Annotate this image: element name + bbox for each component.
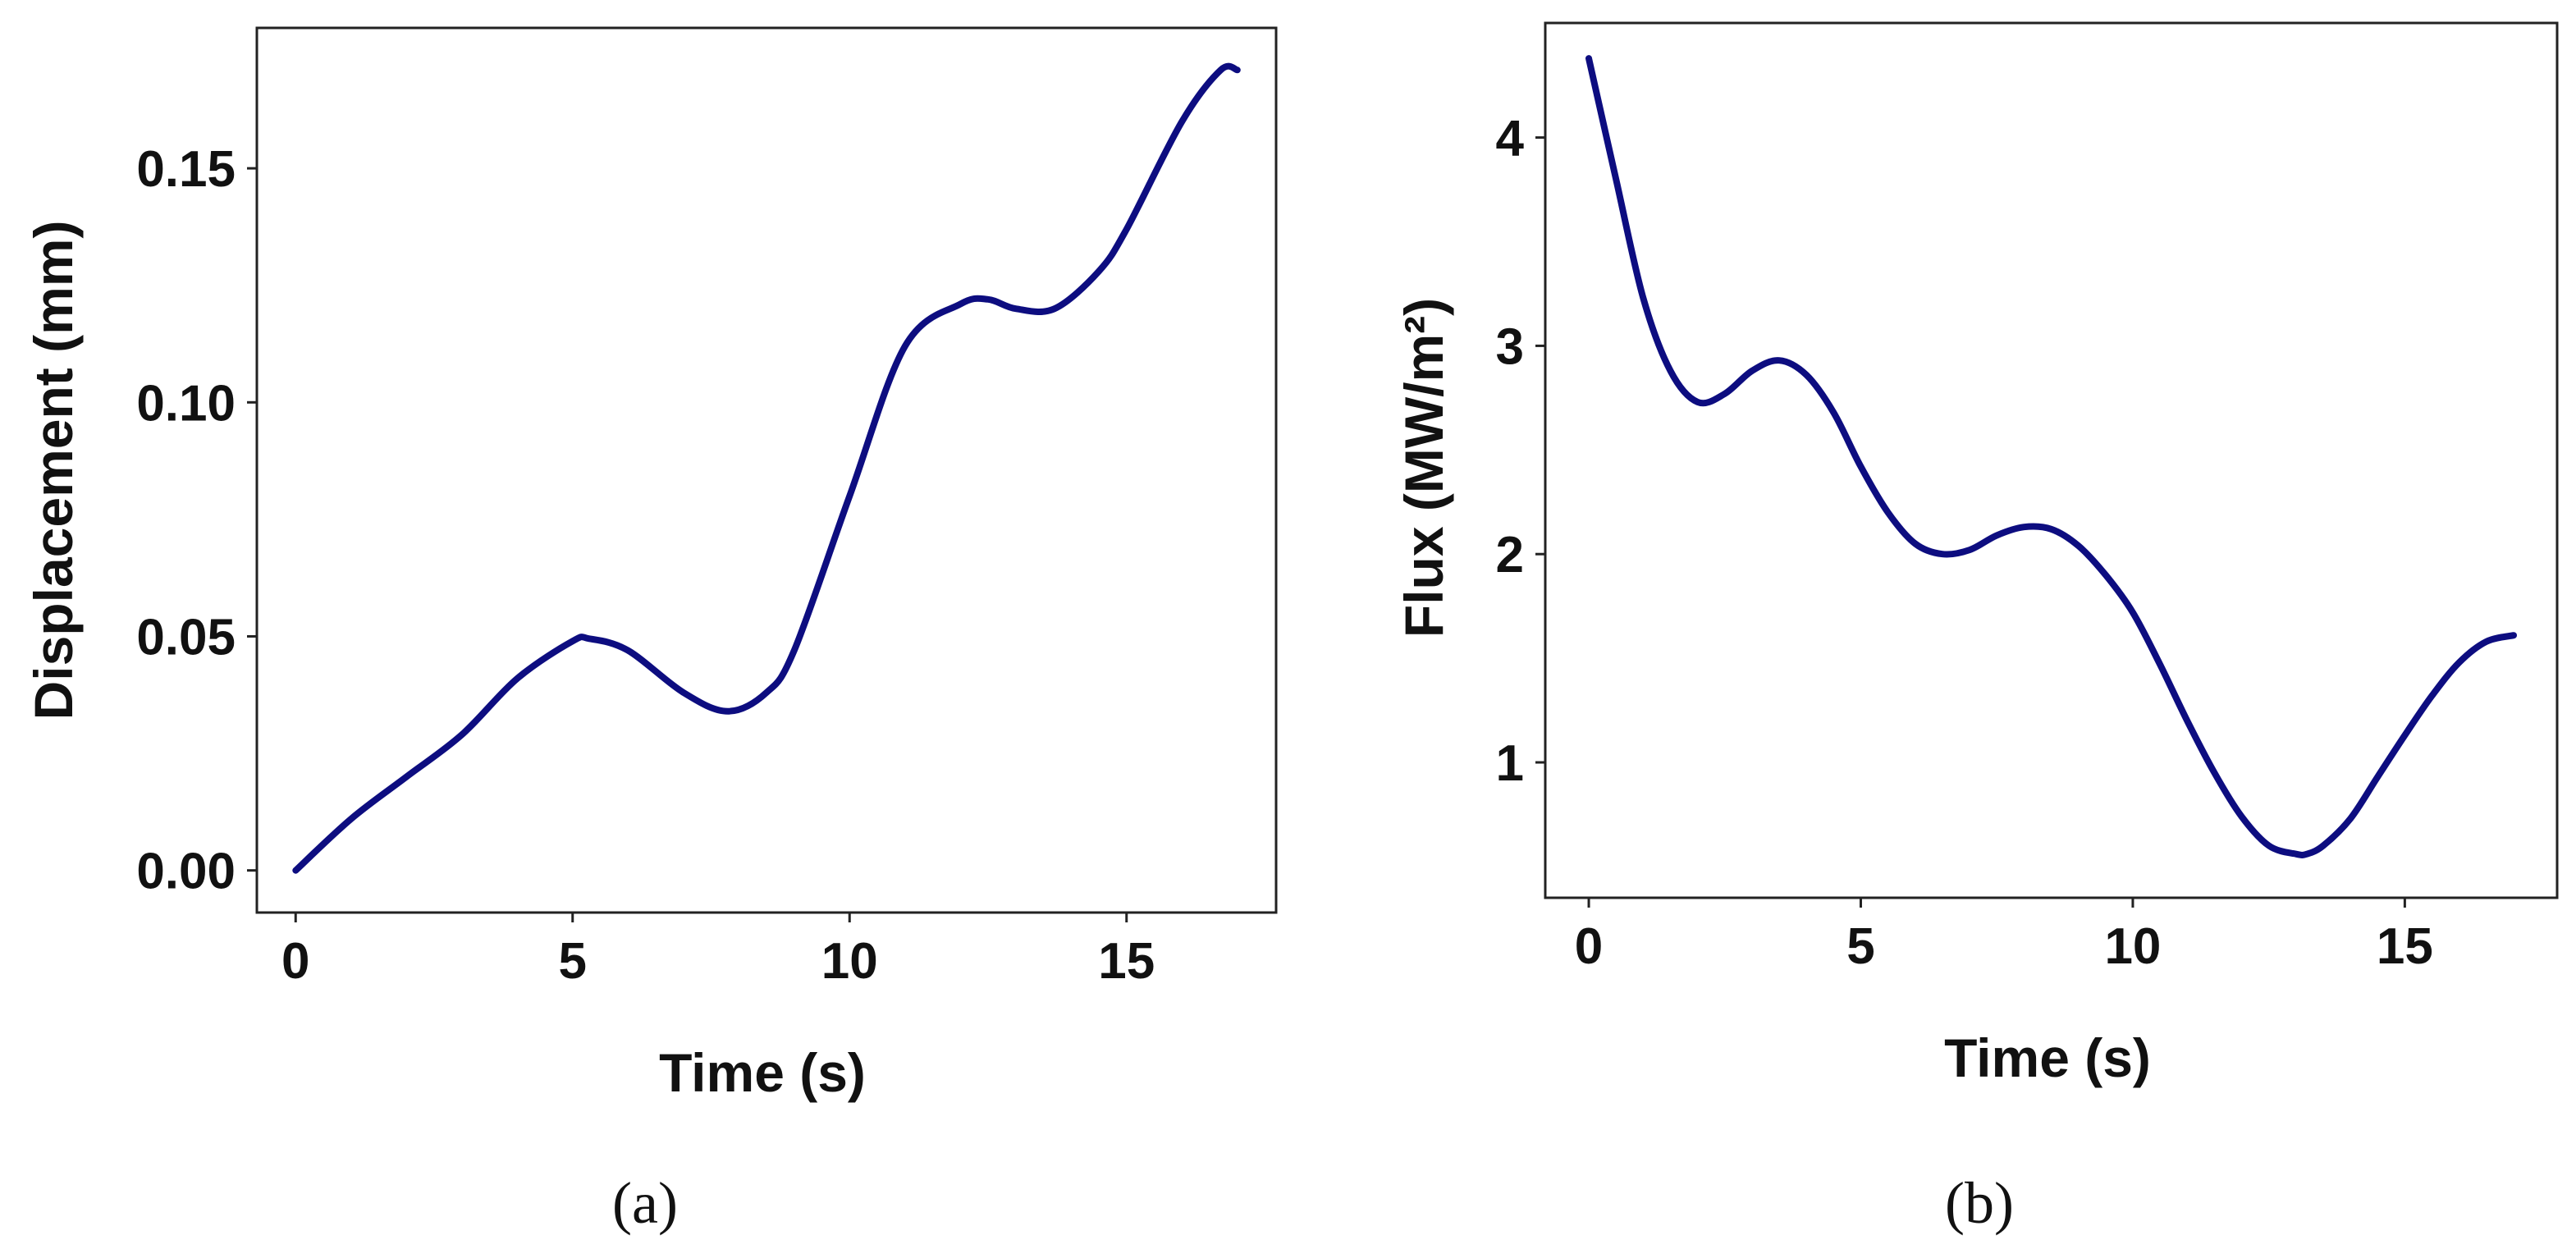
y-tick-label: 2 xyxy=(1496,527,1524,583)
y-tick-label: 4 xyxy=(1496,111,1525,167)
y-axis-label-a: Displacement (mm) xyxy=(23,221,84,721)
y-tick-label: 0.05 xyxy=(136,609,236,666)
chart-panel-b: 0 5 10 15 1 2 3 4 Time (s) Flux (MW/m²) (b) xyxy=(1393,21,2559,1236)
panel-label-a: (a) xyxy=(612,1170,678,1236)
plot-frame-a xyxy=(255,26,1278,914)
x-tick-label: 15 xyxy=(1098,933,1155,990)
x-tick-label: 10 xyxy=(821,933,878,990)
y-ticks-b: 1 2 3 4 xyxy=(1496,111,1545,792)
y-tick-label: 0.10 xyxy=(136,375,236,432)
y-axis-label-b: Flux (MW/m²) xyxy=(1393,298,1454,638)
x-ticks-b: 0 5 10 15 xyxy=(1575,898,2433,975)
x-tick-label: 5 xyxy=(1846,918,1874,975)
x-tick-label: 15 xyxy=(2377,918,2433,975)
panel-label-b: (b) xyxy=(1945,1170,2014,1236)
chart-panel-a: 0 5 10 15 0.00 0.05 0.10 0.15 Time (s) Displac… xyxy=(23,26,1278,1236)
y-tick-label: 0.15 xyxy=(136,141,236,198)
x-ticks-a: 0 5 10 15 xyxy=(281,913,1155,990)
y-ticks-a: 0.00 0.05 0.10 0.15 xyxy=(136,141,257,900)
x-axis-label-a: Time (s) xyxy=(659,1042,866,1103)
x-tick-label: 5 xyxy=(559,933,587,990)
flux-line xyxy=(1585,55,2517,858)
plot-frame-b xyxy=(1544,21,2559,899)
y-tick-label: 1 xyxy=(1496,735,1524,792)
displacement-line xyxy=(292,62,1241,874)
x-tick-label: 0 xyxy=(1575,918,1603,975)
y-tick-label: 3 xyxy=(1496,318,1524,375)
x-tick-label: 10 xyxy=(2104,918,2161,975)
y-tick-label: 0.00 xyxy=(136,844,236,900)
x-axis-label-b: Time (s) xyxy=(1944,1027,2151,1088)
x-tick-label: 0 xyxy=(281,933,309,990)
